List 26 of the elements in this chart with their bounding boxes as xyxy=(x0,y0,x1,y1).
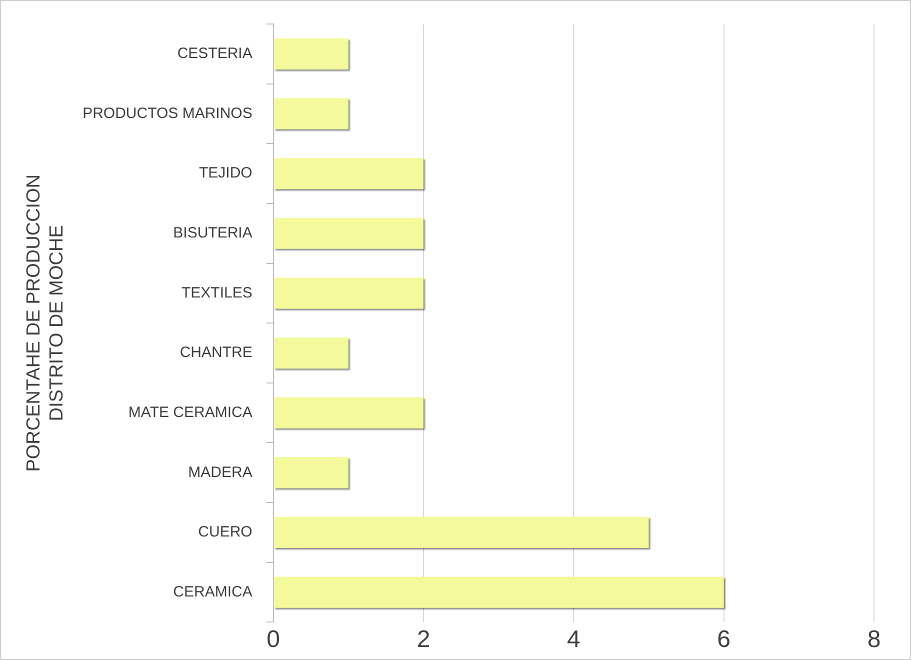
x-tick-label: 8 xyxy=(867,626,881,654)
x-tick-label: 0 xyxy=(266,626,280,654)
y-tick-label: BISUTERIA xyxy=(173,224,252,242)
y-tick-label: TEJIDO xyxy=(198,164,252,182)
bar xyxy=(274,278,424,309)
bar xyxy=(274,98,348,130)
y-tick-label: CHANTRE xyxy=(180,344,252,362)
bar xyxy=(274,38,348,70)
y-axis-title: PORCENTAHE DE PRODUCCION DISTRITO DE MOCHE xyxy=(24,174,68,472)
y-tick-label: PRODUCTOS MARINOS xyxy=(82,104,252,122)
y-tick-label: CERAMICA xyxy=(173,583,252,600)
y-tick-label: MADERA xyxy=(188,464,252,481)
y-tick-label: TEXTILES xyxy=(181,284,252,302)
x-tick-label: 4 xyxy=(566,626,580,654)
bar xyxy=(274,158,424,190)
y-tick-label: CUERO xyxy=(198,524,252,541)
bar xyxy=(274,457,348,488)
bar xyxy=(274,337,348,369)
x-tick-label: 6 xyxy=(717,626,731,654)
bar xyxy=(274,516,649,548)
x-tick-label: 2 xyxy=(416,626,430,654)
bar xyxy=(274,576,724,608)
bar xyxy=(274,218,424,249)
bar xyxy=(274,397,424,428)
y-tick-label: MATE CERAMICA xyxy=(128,404,252,421)
y-tick-label: CESTERIA xyxy=(177,45,252,62)
